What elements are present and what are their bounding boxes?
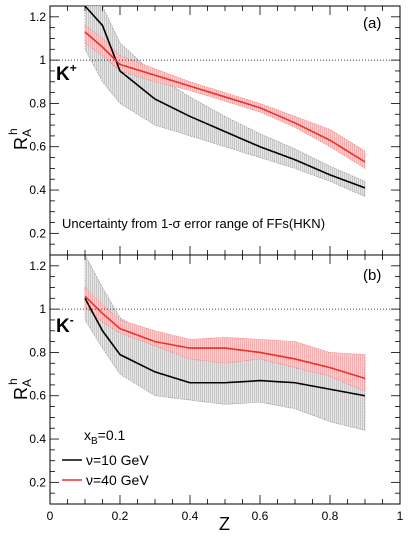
panel-b-ticks: 0.2 0.4 0.6 0.8 1 1.2 0 0.2 0.4 0.6 0.8 1	[29, 254, 404, 523]
panel-a-ytick-label: 0.8	[29, 96, 46, 110]
panel-a-bands	[84, 5, 366, 197]
panel-b-ytick-label: 0.6	[29, 389, 46, 403]
panel-a-ytick-label: 0.4	[29, 183, 46, 197]
panel-b-ytick-label: 0.4	[29, 432, 46, 446]
panel-b-ylabel: RAh	[6, 378, 34, 400]
panel-b-curves	[84, 295, 366, 397]
panel-b-xtick-label: 0.6	[252, 509, 269, 523]
panel-b-curve-series-0	[84, 297, 366, 397]
panel-b-xtick-label: 0.4	[182, 509, 199, 523]
panel-a-curve-series-0	[84, 5, 366, 189]
panel-b-xtick-label: 0	[47, 509, 54, 523]
panel-b-ytick-label: 1.2	[29, 259, 46, 273]
legend-entry-10gev: ν=10 GeV	[86, 452, 149, 468]
panel-b-xtick-label: 0.8	[322, 509, 339, 523]
panel-a-ytick-label: 0.2	[29, 226, 46, 240]
panel-a-curve-series-1	[84, 31, 366, 163]
legend-entry-40gev: ν=40 GeV	[86, 472, 149, 488]
x-axis-title: Z	[219, 514, 230, 534]
panel-b-particle: K-	[56, 313, 74, 337]
panel-a-annotation: Uncertainty from 1-σ error range of FFs(…	[62, 216, 325, 231]
panel-a-ytick-label: 1	[39, 53, 46, 67]
panel-a-label: (a)	[363, 15, 381, 32]
panel-b-ytick-label: 0.2	[29, 475, 46, 489]
panel-b-band-series-1	[84, 286, 366, 392]
panel-b-bands	[84, 254, 366, 431]
panel-b: 0.2 0.4 0.6 0.8 1 1.2 0 0.2 0.4 0.6 0.8 1 (b) K- RA…	[6, 254, 404, 534]
panel-b-ytick-label: 0.8	[29, 345, 46, 359]
panel-b-ytick-label: 1	[39, 302, 46, 316]
legend: xB=0.1 ν=10 GeV ν=40 GeV	[62, 427, 149, 488]
panel-a-ylabel: RAh	[6, 128, 34, 150]
panel-a-curves	[84, 5, 366, 189]
panel-a-band-series-0	[84, 5, 366, 197]
panel-a-ticks: 0.2 0.4 0.6 0.8 1 1.2	[29, 5, 401, 255]
panel-a-particle: K+	[56, 61, 77, 85]
panel-b-curve-series-1	[84, 295, 366, 380]
panel-a: 0.2 0.4 0.6 0.8 1 1.2 (a) K+ Uncertainty from…	[6, 5, 401, 256]
panel-b-band-series-0	[84, 254, 366, 431]
panel-b-xtick-label: 0.2	[112, 509, 129, 523]
legend-title: xB=0.1	[84, 427, 126, 447]
panel-b-xtick-label: 1	[397, 509, 404, 523]
panel-a-ytick-label: 0.6	[29, 140, 46, 154]
panel-b-label: (b)	[363, 267, 381, 284]
panel-a-ytick-label: 1.2	[29, 10, 46, 24]
